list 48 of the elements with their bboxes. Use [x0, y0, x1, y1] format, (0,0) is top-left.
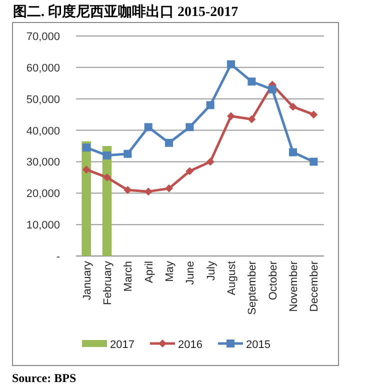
point	[103, 173, 111, 182]
point	[289, 102, 297, 111]
legend-label: 2016	[178, 339, 202, 351]
y-tick-label: 50,000	[26, 94, 60, 106]
point	[165, 184, 173, 192]
point	[206, 101, 214, 110]
point	[206, 158, 214, 166]
point	[144, 123, 152, 132]
y-tick-label: 20,000	[26, 188, 60, 200]
point	[186, 123, 194, 132]
point	[124, 150, 132, 158]
x-tick-label: May	[164, 260, 176, 282]
point	[227, 112, 235, 120]
title: 图二. 印度尼西亚咖啡出口 2015-2017	[13, 5, 238, 20]
point	[144, 188, 152, 196]
y-tick-label: 10,000	[26, 220, 60, 232]
x-tick-label: February	[102, 260, 114, 306]
x-tick-label: June	[184, 261, 197, 285]
legend-label: 2017	[110, 339, 134, 351]
point	[82, 144, 90, 152]
x-tick-label: October	[267, 260, 280, 300]
point	[310, 110, 318, 119]
annotation: Source: BPS	[12, 371, 76, 385]
y-tick-label: -	[56, 251, 60, 263]
point	[248, 115, 256, 124]
point	[248, 78, 256, 86]
x-tick-label: January	[81, 260, 94, 300]
x-tick-label: July	[205, 260, 218, 281]
y-tick-label: 70,000	[26, 31, 60, 43]
x-tick-label: August	[226, 261, 238, 296]
y-tick-label: 60,000	[26, 62, 60, 74]
point	[289, 148, 297, 156]
point	[82, 166, 90, 174]
y-tick-label: 30,000	[26, 156, 60, 169]
x-tick-label: November	[288, 260, 300, 312]
point	[103, 151, 111, 160]
legend-label: 2015	[246, 339, 270, 351]
x-tick-label: September	[246, 260, 259, 315]
y-tick-label: 40,000	[26, 125, 60, 138]
point	[186, 167, 194, 176]
x-tick-label: March	[122, 261, 135, 292]
point	[124, 186, 132, 194]
x-tick-label: April	[143, 261, 156, 284]
point	[310, 158, 318, 166]
point	[227, 60, 235, 68]
x-tick-label: December	[308, 260, 321, 312]
point	[268, 85, 276, 94]
point	[165, 138, 173, 147]
